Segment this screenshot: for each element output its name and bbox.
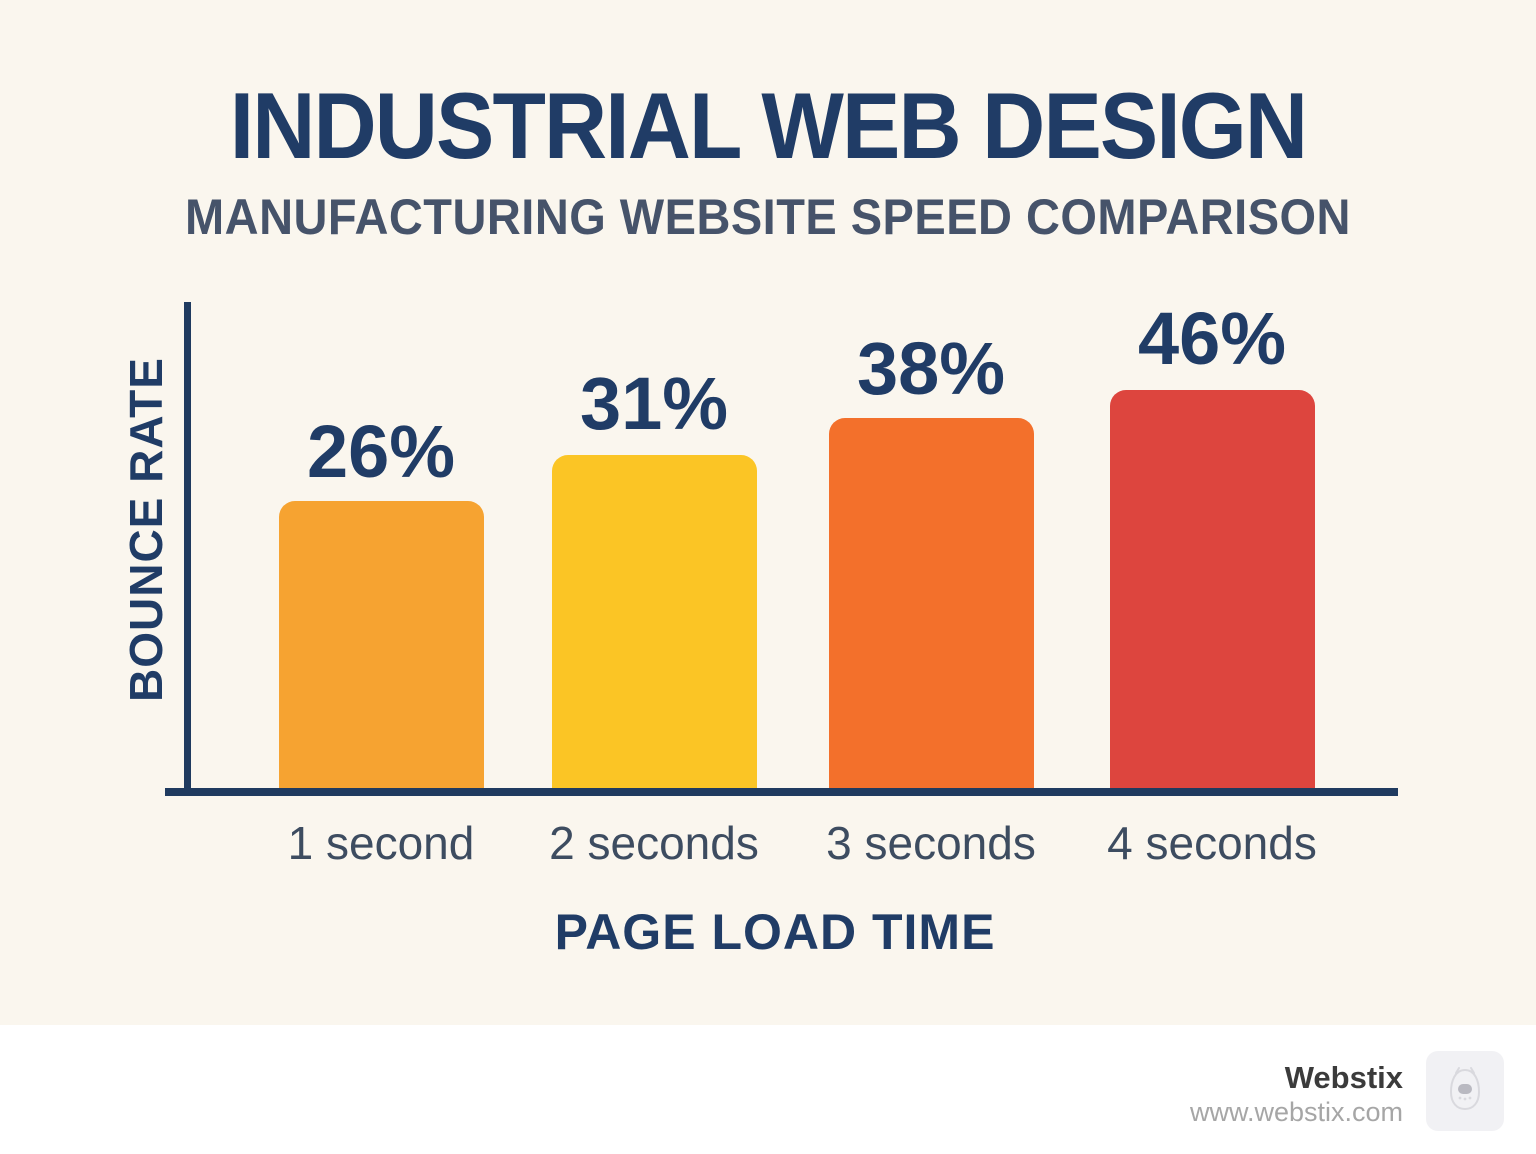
bar-4-seconds: [1110, 390, 1315, 788]
page-subtitle: MANUFACTURING WEBSITE SPEED COMPARISON: [185, 189, 1351, 245]
bar-value-label: 38%: [856, 327, 1006, 410]
x-tick-label: 4 seconds: [1107, 817, 1317, 869]
page-title: INDUSTRIAL WEB DESIGN: [229, 73, 1308, 178]
bar-value-label: 26%: [306, 410, 456, 493]
y-axis-title: BOUNCE RATE: [120, 357, 172, 702]
brand-website: www.webstix.com: [1189, 1097, 1403, 1127]
x-axis-title: PAGE LOAD TIME: [554, 904, 996, 960]
x-tick-label: 2 seconds: [549, 817, 759, 869]
brand-name: Webstix: [1284, 1060, 1403, 1095]
bar-3-seconds: [829, 418, 1034, 788]
bar-value-label: 31%: [579, 362, 729, 445]
y-axis-line: [184, 302, 191, 796]
owl-mascot-icon: [1445, 1064, 1485, 1119]
bar-1-second: [279, 501, 484, 788]
x-tick-label: 3 seconds: [826, 817, 1036, 869]
x-axis-line: [165, 788, 1398, 796]
bar-value-label: 46%: [1137, 297, 1287, 380]
footer-strip: [0, 1025, 1536, 1154]
brand-logo-tile: [1426, 1051, 1504, 1131]
x-tick-label: 1 second: [287, 817, 475, 869]
bar-2-seconds: [552, 455, 757, 788]
